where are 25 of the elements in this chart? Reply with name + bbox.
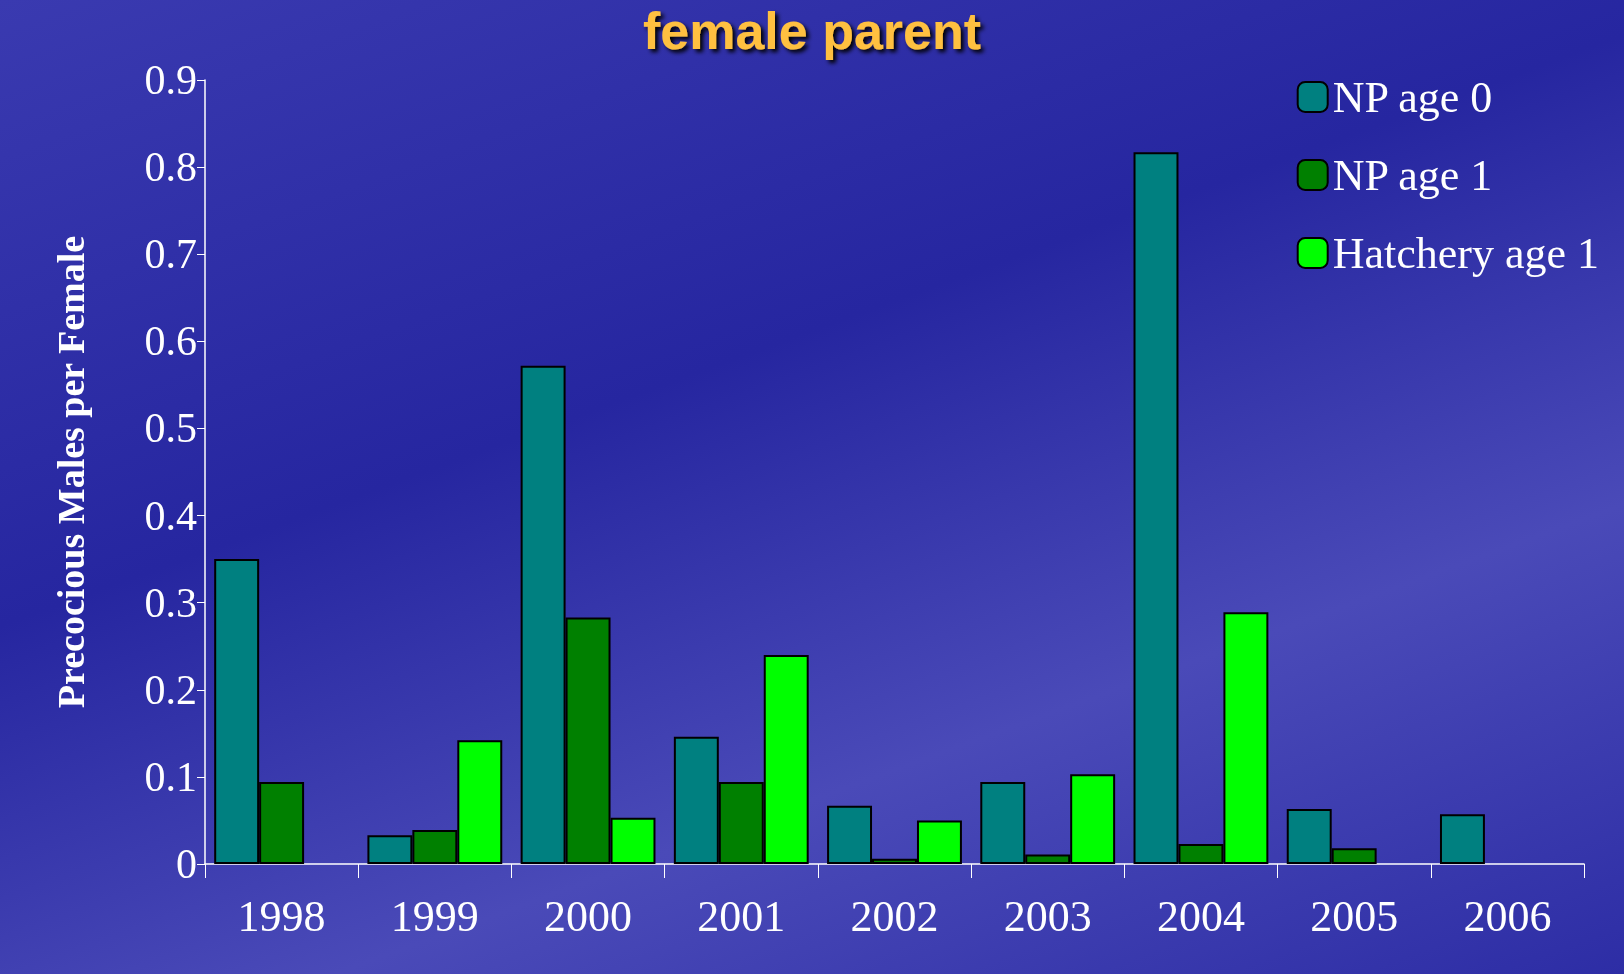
x-tick-label: 1999 <box>390 891 479 941</box>
chart-title: female parent <box>642 2 982 60</box>
y-tick-label: 0 <box>176 841 197 887</box>
legend-label: NP age 0 <box>1332 72 1493 122</box>
y-tick-label: 0.1 <box>144 753 197 800</box>
x-tick-label: 2005 <box>1310 891 1399 941</box>
x-tick-label: 2006 <box>1463 891 1552 941</box>
y-tick-label: 0.8 <box>144 144 197 191</box>
y-tick-label: 0.5 <box>144 405 197 452</box>
x-tick-label: 2004 <box>1156 891 1245 941</box>
x-tick-label: 1998 <box>237 891 326 941</box>
x-tick-label: 2000 <box>544 891 633 941</box>
legend-label: NP age 1 <box>1332 150 1493 200</box>
x-tick-label: 2002 <box>850 891 939 941</box>
x-tick-label: 2003 <box>1003 891 1092 941</box>
y-tick-label: 0.4 <box>144 492 197 539</box>
y-tick-label: 0.2 <box>144 666 197 713</box>
bar <box>1439 814 1485 864</box>
x-tick-label: 2001 <box>697 891 786 941</box>
y-axis-title: Precocious Males per Female <box>50 235 92 709</box>
legend-label: Hatchery age 1 <box>1332 228 1600 278</box>
y-tick-label: 0.6 <box>144 318 197 365</box>
y-tick-label: 0.3 <box>144 579 197 626</box>
y-tick-label: 0.9 <box>144 57 197 103</box>
y-tick-label: 0.7 <box>144 231 197 278</box>
